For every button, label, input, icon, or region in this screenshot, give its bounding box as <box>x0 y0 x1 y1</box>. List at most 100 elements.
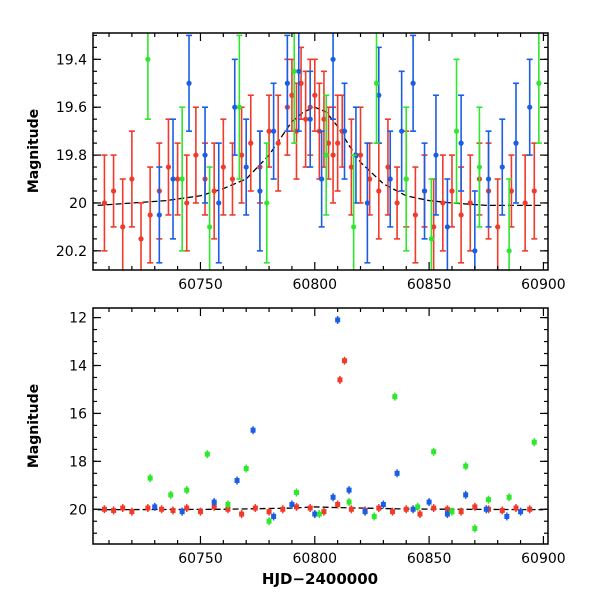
top-blue-point <box>458 140 464 146</box>
top-data-layer <box>97 33 544 270</box>
bottom-red-point <box>239 511 245 517</box>
bottom-y-axis-label: Magnitude <box>26 384 42 468</box>
top-x-tick-label: 60850 <box>407 277 452 293</box>
top-red-point <box>298 80 304 86</box>
bottom-red-point <box>129 509 135 515</box>
top-blue-point <box>364 200 370 206</box>
top-blue-point <box>307 116 313 122</box>
top-green-point <box>403 176 409 182</box>
bottom-red-point <box>342 358 348 364</box>
top-green-point <box>428 236 434 242</box>
top-red-point <box>239 152 245 158</box>
top-red-point <box>440 200 446 206</box>
bottom-x-tick-label: 60850 <box>407 551 452 567</box>
bottom-green-point <box>486 497 492 503</box>
bottom-red-point <box>225 506 231 512</box>
top-plot-frame <box>92 32 549 271</box>
top-red-point <box>449 188 455 194</box>
bottom-blue-point <box>394 470 400 476</box>
top-green-point <box>536 80 542 86</box>
bottom-y-tick-label: 20 <box>69 502 87 518</box>
top-red-point <box>220 164 226 170</box>
bottom-green-point <box>463 463 469 469</box>
top-red-point <box>174 176 181 182</box>
top-red-point <box>531 188 537 194</box>
bottom-blue-point <box>346 487 352 493</box>
top-blue-point <box>410 80 416 86</box>
top-blue-point <box>399 128 405 134</box>
top-blue-point <box>387 176 393 182</box>
bottom-green-point <box>225 501 231 507</box>
top-red-point <box>138 236 144 242</box>
top-red-point <box>467 200 473 206</box>
bottom-y-tick-label: 18 <box>69 454 87 470</box>
bottom-plot-frame <box>92 307 549 545</box>
top-blue-point <box>341 128 348 134</box>
bottom-red-point <box>159 506 165 512</box>
bottom-red-point <box>266 509 272 515</box>
bottom-blue-point <box>330 494 336 500</box>
bottom-blue-point <box>211 499 217 505</box>
bottom-axes: 60750 60800 60850 60900 12 14 16 18 20 <box>69 308 566 567</box>
top-blue-point <box>216 200 222 206</box>
x-axis-label: HJD−2400000 <box>262 570 378 588</box>
top-blue-point <box>499 164 505 170</box>
top-red-point <box>495 224 501 230</box>
top-green-point <box>264 200 270 206</box>
bottom-blue-point <box>289 501 295 507</box>
top-red-point <box>385 164 391 170</box>
bottom-x-tick-label: 60800 <box>293 551 338 567</box>
top-x-tick-label: 60750 <box>178 277 223 293</box>
bottom-green-point <box>243 466 249 472</box>
top-blue-point <box>376 92 382 98</box>
top-x-tick-label: 60900 <box>521 277 566 293</box>
bottom-red-point <box>307 505 313 511</box>
bottom-data-layer <box>97 315 544 533</box>
top-green-point <box>453 128 460 134</box>
bottom-red-point <box>390 509 396 515</box>
top-blue-point <box>421 188 428 194</box>
bottom-blue-point <box>234 478 240 484</box>
top-blue-point <box>156 212 162 218</box>
bottom-blue-point <box>179 509 185 515</box>
top-green-point <box>351 224 357 230</box>
top-blue-point <box>271 128 277 134</box>
bottom-red-point <box>293 504 299 510</box>
top-y-tick-label: 20.2 <box>56 244 87 260</box>
bottom-green-point <box>147 475 153 481</box>
top-red-point <box>165 164 172 170</box>
top-y-axis-label: Magnitude <box>26 109 42 193</box>
bottom-y-tick-label: 16 <box>69 406 87 422</box>
bottom-red-point <box>184 505 190 511</box>
top-blue-point <box>284 80 290 86</box>
top-red-point <box>348 164 354 170</box>
bottom-red-point <box>527 506 533 512</box>
bottom-blue-point <box>426 499 432 505</box>
top-blue-point <box>296 68 302 74</box>
bottom-green-point <box>531 439 537 445</box>
bottom-red-point <box>120 505 126 511</box>
top-y-tick-label: 19.4 <box>56 52 87 68</box>
top-green-point <box>291 68 297 74</box>
top-red-point <box>330 152 336 158</box>
top-red-point <box>147 212 153 218</box>
bottom-blue-point <box>312 511 318 517</box>
top-green-point <box>506 248 512 254</box>
top-blue-point <box>472 248 478 254</box>
bottom-green-point <box>449 509 455 515</box>
bottom-red-point <box>280 506 286 512</box>
bottom-red-point <box>337 377 343 383</box>
bottom-red-point <box>444 506 450 512</box>
bottom-green-point <box>266 518 272 524</box>
top-axes: 60750 60800 60850 60900 19.4 19.6 19.8 20 20.2 <box>56 33 566 293</box>
top-red-point <box>120 224 126 230</box>
bottom-x-tick-label: 60900 <box>521 551 566 567</box>
bottom-red-point <box>145 505 151 511</box>
bottom-blue-point <box>335 317 341 323</box>
bottom-green-point <box>371 513 377 519</box>
top-red-point <box>335 140 341 146</box>
bottom-red-point <box>335 501 341 507</box>
bottom-green-point <box>472 525 478 531</box>
